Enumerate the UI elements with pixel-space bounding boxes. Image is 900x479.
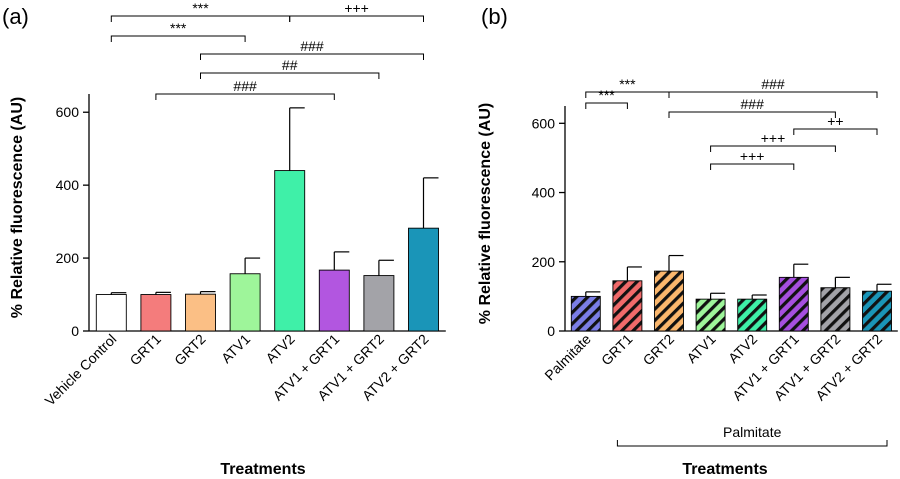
bar — [140, 294, 172, 332]
panel-b: (b) 0 200 400 600 % Relative fluorescence (AU… — [477, 4, 898, 478]
significance-label: *** — [192, 0, 209, 16]
y-axis-title: % Relative fluorescence (AU) — [477, 103, 494, 324]
significance-label: ### — [233, 78, 257, 94]
significance-label: *** — [598, 87, 615, 103]
significance-label: ### — [300, 38, 324, 54]
significance-label: +++ — [344, 0, 369, 16]
y-tick-label: 0 — [547, 323, 555, 339]
significance-bracket — [710, 163, 795, 170]
significance-bracket — [710, 145, 836, 152]
y-tick-label: 600 — [56, 104, 80, 120]
y-axis-title: % Relative fluorescence (AU) — [9, 97, 26, 318]
significance-bracket — [793, 128, 878, 135]
significance-label: +++ — [740, 148, 765, 164]
significance-label: *** — [170, 20, 187, 36]
bar — [820, 287, 851, 332]
bar — [185, 293, 216, 332]
bar — [654, 270, 684, 332]
y-tick-label: 200 — [56, 250, 80, 266]
significance-label: ### — [741, 96, 765, 112]
category-label: GRT1 — [598, 331, 636, 369]
group-bracket — [616, 440, 888, 447]
significance-label: ## — [282, 57, 298, 73]
bar — [408, 227, 439, 332]
y-tick-label: 400 — [56, 177, 80, 193]
significance-label: ++ — [827, 113, 843, 129]
x-axis-title: Treatments — [220, 461, 305, 478]
category-label: GRT2 — [640, 331, 678, 369]
bar — [570, 295, 601, 332]
category-label: ATV1 — [218, 331, 253, 366]
bar — [318, 269, 350, 332]
category-label: Vehicle Control — [42, 331, 120, 409]
bar — [778, 276, 809, 332]
bar — [363, 275, 395, 332]
significance-bracket — [155, 93, 335, 100]
y-tick-label: 0 — [71, 323, 79, 339]
bar — [95, 294, 127, 332]
bar — [612, 280, 643, 332]
significance-bracket — [668, 91, 878, 98]
bar — [737, 298, 768, 332]
panel-a: (a) 0 200 400 600 % Relative fluorescence (AU… — [2, 0, 446, 478]
category-label: GRT1 — [126, 331, 164, 369]
significance-bracket — [668, 111, 836, 118]
bar — [862, 290, 892, 332]
significance-label: ### — [761, 76, 785, 92]
significance-bracket — [200, 72, 380, 79]
panel-label: (b) — [481, 4, 508, 29]
significance-bracket — [585, 102, 628, 109]
group-label: Palmitate — [723, 424, 782, 440]
significance-label: +++ — [761, 130, 786, 146]
significance-bracket — [110, 15, 291, 22]
category-label: GRT2 — [171, 331, 209, 369]
bar — [274, 170, 306, 332]
category-label: ATV2 — [262, 331, 297, 366]
y-tick-label: 200 — [532, 254, 556, 270]
category-label: ATV1 — [683, 331, 718, 366]
x-axis-title: Treatments — [682, 461, 767, 478]
category-label: ATV2 — [725, 331, 760, 366]
significance-label: *** — [619, 76, 636, 92]
significance-bracket — [289, 15, 424, 22]
y-tick-label: 400 — [532, 185, 556, 201]
significance-bracket — [200, 53, 424, 60]
bar — [229, 273, 261, 332]
panel-label: (a) — [2, 4, 29, 29]
bar — [695, 298, 726, 332]
significance-bracket — [110, 35, 246, 42]
y-tick-label: 600 — [532, 115, 556, 131]
